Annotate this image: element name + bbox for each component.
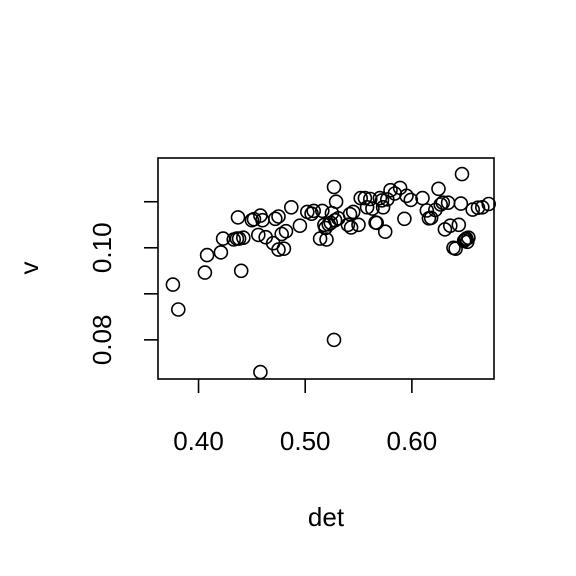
y-tick-label: 0.08 xyxy=(87,315,117,366)
data-point xyxy=(369,215,385,231)
data-point xyxy=(165,277,181,292)
data-point xyxy=(397,211,412,227)
data-point xyxy=(461,230,476,245)
data-point xyxy=(319,232,334,247)
y-tick-label: 0.10 xyxy=(87,222,117,273)
data-point xyxy=(377,224,393,239)
data-point xyxy=(431,181,446,197)
data-point xyxy=(433,197,449,212)
data-point xyxy=(427,202,443,218)
data-point xyxy=(362,191,378,207)
data-point xyxy=(451,217,467,233)
data-point xyxy=(448,241,463,256)
data-point xyxy=(292,218,308,233)
data-point xyxy=(481,196,497,212)
data-point xyxy=(306,203,322,219)
data-point xyxy=(470,200,486,215)
data-point xyxy=(442,218,458,233)
data-point xyxy=(271,209,286,224)
data-point xyxy=(278,223,294,239)
data-point xyxy=(318,220,333,236)
data-point xyxy=(236,230,251,245)
data-point xyxy=(383,182,398,198)
data-point xyxy=(326,332,342,348)
y-axis: 0.08 0.10 xyxy=(87,200,158,366)
data-point xyxy=(171,302,186,317)
data-point xyxy=(343,220,359,235)
data-point xyxy=(351,217,366,233)
data-point xyxy=(374,193,390,208)
data-point xyxy=(340,217,356,233)
data-point xyxy=(357,190,373,206)
data-point xyxy=(274,226,290,242)
x-tick-label: 0.50 xyxy=(280,426,331,456)
data-point xyxy=(326,179,342,195)
data-point xyxy=(213,245,229,260)
data-point xyxy=(314,203,330,219)
data-point xyxy=(365,201,380,216)
data-point xyxy=(435,195,451,210)
data-point xyxy=(372,190,388,206)
x-axis-label: det xyxy=(308,502,345,532)
data-point xyxy=(359,200,375,215)
data-point xyxy=(419,203,435,218)
data-point xyxy=(328,194,344,209)
data-point xyxy=(453,196,469,211)
data-point xyxy=(250,227,266,243)
x-tick-label: 0.60 xyxy=(387,426,438,456)
y-axis-label: v xyxy=(14,262,44,275)
x-axis: 0.40 0.50 0.60 xyxy=(173,379,437,456)
data-point xyxy=(403,192,419,208)
data-point xyxy=(399,188,414,204)
data-point xyxy=(415,190,430,206)
data-point xyxy=(304,206,319,221)
data-point xyxy=(345,204,361,220)
data-point xyxy=(233,263,249,279)
plot-frame xyxy=(157,157,495,380)
data-point xyxy=(271,242,286,257)
data-point xyxy=(253,364,268,380)
data-point xyxy=(283,200,299,215)
points-layer xyxy=(165,166,497,380)
data-point xyxy=(375,200,391,215)
data-point xyxy=(327,212,343,228)
x-tick-label: 0.40 xyxy=(173,426,224,456)
data-point xyxy=(199,247,215,263)
data-point xyxy=(423,210,439,226)
data-point xyxy=(230,210,246,225)
data-point xyxy=(457,232,473,247)
data-point xyxy=(276,241,292,256)
data-point xyxy=(454,166,470,182)
data-point xyxy=(267,211,283,227)
data-point xyxy=(197,265,213,280)
